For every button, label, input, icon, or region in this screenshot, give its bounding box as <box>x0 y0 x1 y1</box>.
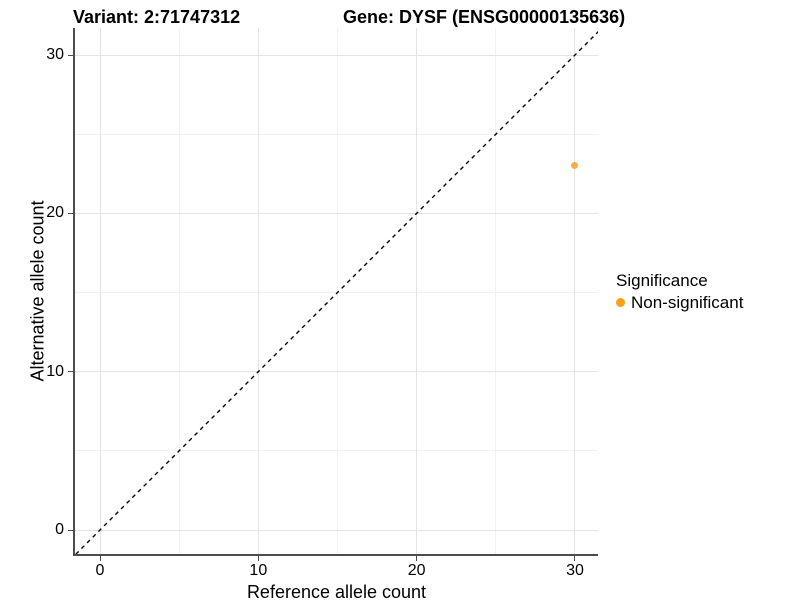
legend: Significance Non-significant <box>616 271 743 312</box>
gridline-minor-vertical <box>495 28 497 554</box>
x-axis-tick-label: 0 <box>95 562 105 579</box>
y-axis-tick-label: 30 <box>46 46 64 63</box>
plot-title-variant: Variant: 2:71747312 <box>73 7 241 27</box>
y-axis-tick-mark <box>68 54 73 56</box>
x-axis-tick-label: 20 <box>407 562 426 579</box>
legend-key-circle-icon <box>616 298 625 307</box>
legend-item-non-significant: Non-significant <box>616 293 743 312</box>
legend-title: Significance <box>616 271 708 290</box>
plot-panel <box>73 28 598 556</box>
plot-title-gene: Gene: DYSF (ENSG00000135636) <box>343 7 626 27</box>
x-axis-title: Reference allele count <box>246 582 427 600</box>
y-axis-tick-mark <box>68 371 73 373</box>
x-axis-tick-mark <box>416 556 418 561</box>
gridline-major-vertical <box>257 28 259 554</box>
gridline-minor-vertical <box>336 28 338 554</box>
gridline-minor-horizontal <box>75 292 598 293</box>
identity-line-dashed <box>75 31 598 554</box>
y-axis-tick-mark <box>68 529 73 531</box>
gridline-major-horizontal <box>75 54 598 56</box>
gridline-major-vertical <box>574 28 576 554</box>
gridline-minor-horizontal <box>75 450 598 452</box>
gridline-major-vertical <box>416 28 418 554</box>
y-axis-tick-label: 10 <box>46 362 64 380</box>
y-axis-title: Alternative allele count <box>27 200 48 382</box>
legend-item-label: Non-significant <box>631 293 744 312</box>
data-point <box>571 162 579 170</box>
x-axis-tick-mark <box>257 556 259 561</box>
x-axis-tick-mark <box>574 556 576 561</box>
gridline-minor-horizontal <box>75 133 598 135</box>
gridline-major-horizontal <box>75 371 598 373</box>
x-axis-tick-label: 30 <box>566 562 584 579</box>
x-axis-tick-label: 10 <box>249 562 268 579</box>
y-axis-tick-mark <box>68 212 73 214</box>
gridline-major-horizontal <box>75 529 598 531</box>
gridline-major-horizontal <box>75 212 598 214</box>
x-axis-tick-mark <box>99 556 101 561</box>
gridline-major-vertical <box>99 28 101 554</box>
gridline-minor-vertical <box>178 28 180 554</box>
y-axis-tick-label: 0 <box>55 521 64 538</box>
y-axis-tick-label: 20 <box>46 204 64 222</box>
